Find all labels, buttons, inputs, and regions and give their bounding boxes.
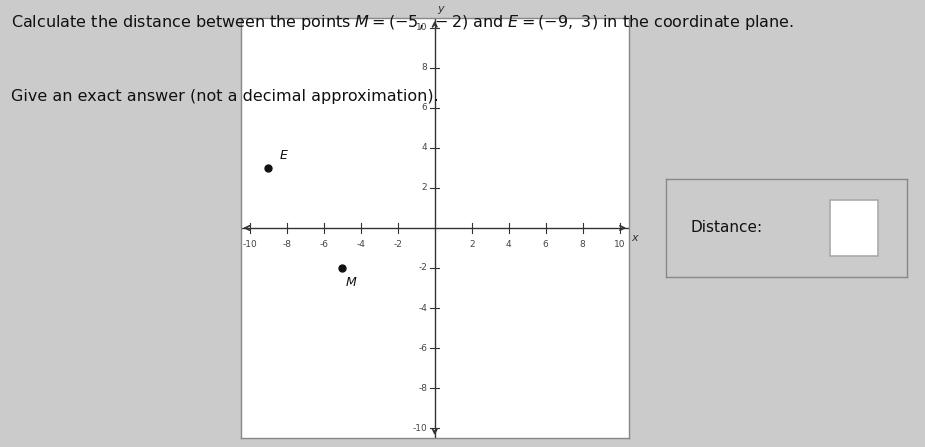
Text: x: x [631,233,637,243]
Text: -6: -6 [319,240,328,249]
Text: -10: -10 [413,424,427,433]
Text: 10: 10 [614,240,625,249]
Bar [830,200,878,256]
Text: E: E [279,149,288,162]
Text: -2: -2 [393,240,402,249]
Text: 4: 4 [506,240,512,249]
Text: -10: -10 [242,240,257,249]
Text: -6: -6 [418,344,427,353]
Text: Distance:: Distance: [690,220,762,236]
Text: -2: -2 [418,263,427,273]
Text: 10: 10 [416,23,427,32]
Text: 4: 4 [422,143,427,152]
Text: Calculate the distance between the points $M=(-5,\ -2)$ and $E=(-9,\ 3)$ in the : Calculate the distance between the point… [11,13,794,33]
Text: 2: 2 [469,240,475,249]
Text: -8: -8 [418,384,427,392]
Text: M: M [346,276,357,289]
Text: y: y [437,4,444,14]
Text: -4: -4 [356,240,365,249]
Text: -4: -4 [418,304,427,312]
Text: 8: 8 [580,240,586,249]
Text: 6: 6 [543,240,549,249]
Text: 6: 6 [422,103,427,112]
Text: 2: 2 [422,183,427,193]
Text: -8: -8 [282,240,291,249]
Text: Give an exact answer (not a decimal approximation).: Give an exact answer (not a decimal appr… [11,89,438,105]
Text: 8: 8 [422,63,427,72]
